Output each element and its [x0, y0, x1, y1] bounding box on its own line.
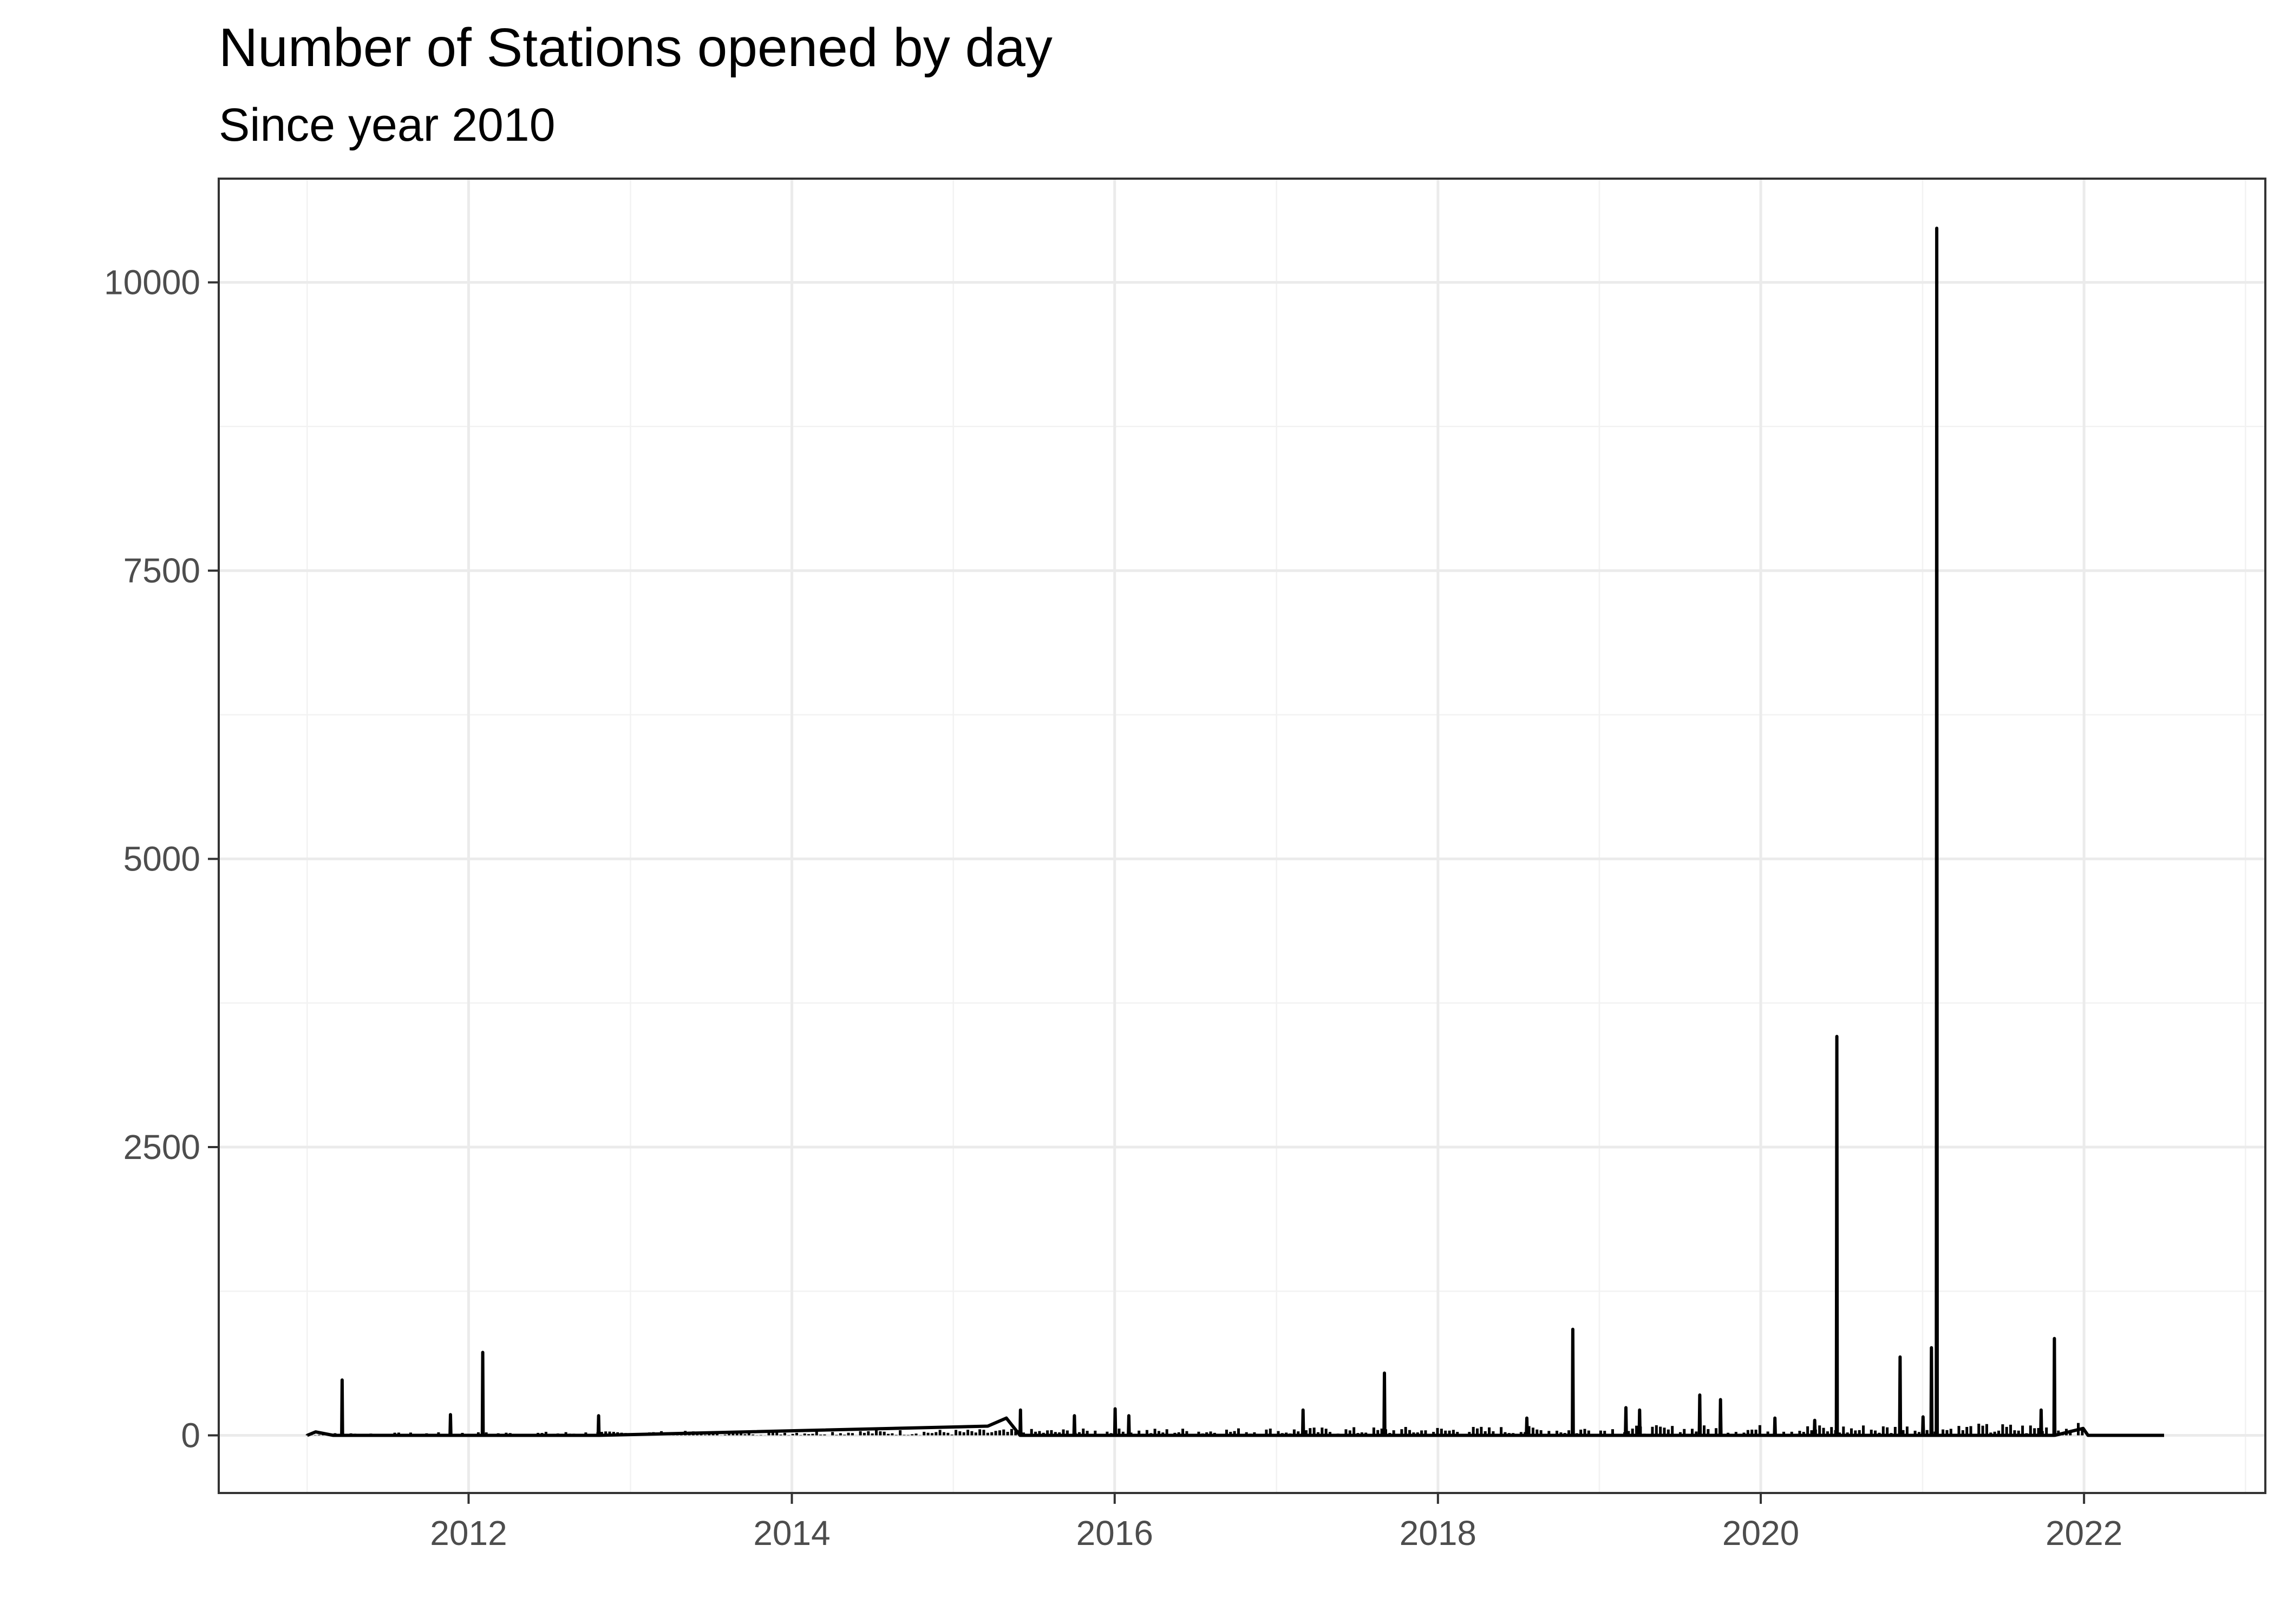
y-tick-label: 2500 — [123, 1128, 200, 1167]
plot-panel — [218, 178, 2266, 1494]
x-tick-label: 2012 — [430, 1514, 507, 1553]
major-gridlines — [219, 179, 2265, 1493]
y-tick-label: 0 — [181, 1416, 200, 1455]
x-axis: 2012 2014 2016 2018 2020 2022 — [430, 1493, 2122, 1553]
x-tick-label: 2022 — [2046, 1514, 2122, 1553]
baseline-spikes — [305, 1423, 2084, 1436]
y-axis: 0 2500 5000 7500 10000 — [104, 263, 219, 1455]
y-tick-label: 5000 — [123, 840, 200, 879]
x-tick-label: 2014 — [753, 1514, 830, 1553]
panel-fill — [219, 179, 2265, 1493]
x-tick-label: 2020 — [1722, 1514, 1799, 1553]
y-tick-label: 10000 — [104, 263, 200, 302]
chart-subtitle: Since year 2010 — [219, 99, 556, 151]
x-tick-label: 2016 — [1076, 1514, 1153, 1553]
chart-title: Number of Stations opened by day — [219, 17, 1053, 78]
x-tick-label: 2018 — [1400, 1514, 1476, 1553]
minor-gridlines — [219, 179, 2265, 1493]
y-tick-label: 7500 — [123, 551, 200, 590]
panel-border — [218, 178, 2266, 1494]
